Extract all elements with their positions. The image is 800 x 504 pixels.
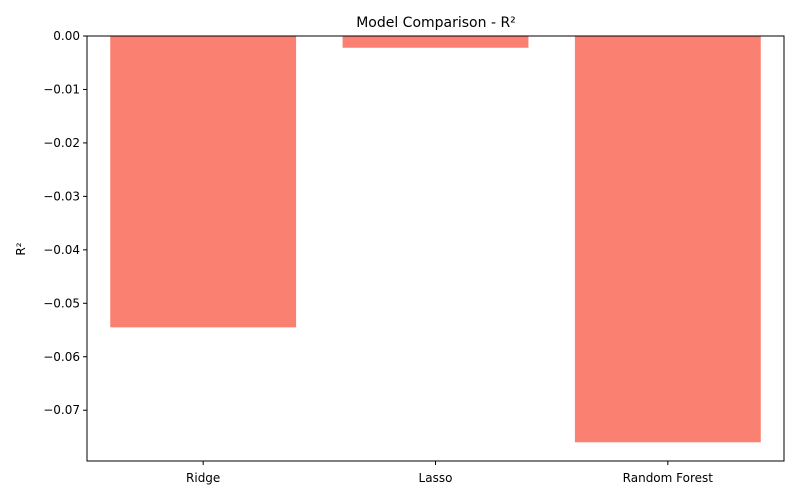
y-tick-label: 0.00 <box>53 29 80 43</box>
y-tick-label: −0.03 <box>43 189 80 203</box>
y-tick-label: −0.06 <box>43 350 80 364</box>
x-ticks: Ridge Lasso Random Forest <box>186 461 713 485</box>
bar-lasso <box>342 36 529 48</box>
bar-ridge <box>110 36 297 328</box>
bar-random-forest <box>574 36 761 443</box>
y-tick-label: −0.04 <box>43 243 80 257</box>
plot-frame <box>86 35 785 462</box>
y-tick-label: −0.01 <box>43 82 80 96</box>
bars-layer <box>110 36 761 443</box>
x-tick-label: Lasso <box>419 471 453 485</box>
y-tick-label: −0.02 <box>43 136 80 150</box>
y-tick-label: −0.07 <box>43 403 80 417</box>
y-tick-label: −0.05 <box>43 296 80 310</box>
y-ticks: 0.00 −0.01 −0.02 −0.03 −0.04 −0.05 −0.06 −0.07 <box>43 29 87 417</box>
y-axis-label: R² <box>14 242 28 255</box>
x-tick-label: Random Forest <box>623 471 714 485</box>
chart-title: Model Comparison - R² <box>356 15 516 31</box>
x-tick-label: Ridge <box>186 471 220 485</box>
